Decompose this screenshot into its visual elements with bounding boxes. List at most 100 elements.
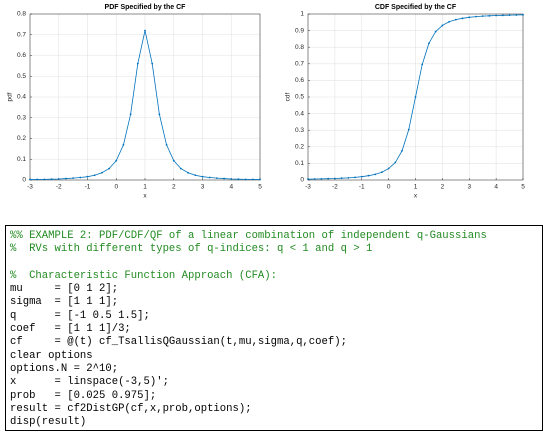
data-point (354, 176, 356, 179)
data-point (187, 171, 190, 174)
code-line: clear options (10, 349, 93, 362)
x-axis-label: x (143, 193, 147, 200)
data-point (307, 178, 309, 181)
data-point (251, 178, 254, 181)
data-point (93, 174, 96, 177)
x-tick-label: 2 (441, 184, 445, 191)
x-tick-label: 3 (467, 184, 471, 191)
data-point (381, 171, 383, 174)
data-point (387, 167, 390, 170)
data-point (86, 175, 89, 178)
y-tick-label: 0.2 (17, 135, 26, 142)
data-point (441, 24, 444, 27)
data-point (481, 15, 484, 18)
y-tick-label: 0.3 (17, 114, 26, 121)
data-point (215, 177, 218, 180)
data-point (475, 15, 477, 18)
chart-title: PDF Specified by the CF (105, 4, 187, 11)
x-tick-label: 0 (114, 184, 118, 191)
y-tick-label: 0.6 (17, 52, 26, 59)
data-point (158, 113, 161, 116)
data-point (340, 177, 343, 180)
data-point (508, 14, 511, 17)
data-point (79, 176, 82, 179)
data-point (461, 17, 464, 20)
data-point (180, 167, 182, 170)
x-tick-label: -1 (359, 184, 365, 191)
data-point (129, 113, 132, 116)
y-tick-label: 0.5 (295, 94, 304, 101)
data-point (327, 177, 330, 180)
x-tick-label: -3 (305, 184, 311, 191)
data-point (115, 159, 118, 162)
data-point (57, 178, 60, 180)
y-tick-label: 0.4 (295, 110, 304, 117)
y-tick-label: 0.1 (295, 160, 304, 167)
x-tick-label: 0 (387, 184, 391, 191)
data-point (522, 13, 524, 16)
y-tick-label: 0.7 (295, 61, 304, 68)
code-line: mu = [0 1 2]; (10, 283, 119, 296)
chart-title: CDF Specified by the CF (375, 4, 457, 11)
x-axis-label: x (414, 193, 418, 200)
y-tick-label: 0 (300, 177, 304, 184)
x-tick-label: 5 (521, 184, 525, 191)
y-tick-label: 0.6 (295, 77, 304, 84)
data-point (428, 42, 430, 45)
x-tick-label: 1 (414, 184, 418, 191)
axes-box (307, 13, 524, 181)
data-point (501, 14, 504, 17)
data-point (367, 174, 370, 177)
code-line: coef = [1 1 1]/3; (10, 323, 131, 336)
data-point (374, 173, 377, 176)
data-point (320, 177, 323, 180)
data-point (201, 175, 204, 178)
data-point (194, 174, 197, 177)
x-tick-label: -2 (332, 184, 338, 191)
data-point (223, 177, 225, 180)
code-line: x = linspace(-3,5)'; (10, 376, 169, 389)
y-tick-label: 0.5 (17, 73, 26, 80)
data-point (394, 161, 397, 164)
data-point (244, 178, 247, 181)
data-point (448, 20, 450, 23)
y-tick-label: 0.7 (17, 31, 26, 38)
x-tick-label: 4 (229, 184, 233, 191)
data-point (407, 128, 410, 131)
data-point (259, 178, 261, 181)
y-tick-label: 0.9 (295, 27, 304, 34)
data-point (29, 178, 31, 181)
data-point (122, 144, 125, 146)
y-tick-label: 0.2 (295, 144, 304, 151)
data-point (65, 177, 67, 180)
code-line: % RVs with different types of q-indices:… (10, 243, 373, 256)
data-point (172, 159, 175, 162)
x-tick-label: -1 (85, 184, 91, 191)
data-point (108, 167, 110, 170)
x-tick-label: 4 (494, 184, 498, 191)
code-line: q = [-1 0.5 1.5]; (10, 309, 150, 322)
data-point (136, 62, 139, 65)
data-point (488, 14, 491, 17)
y-tick-label: 1 (300, 11, 304, 18)
data-point (454, 18, 457, 21)
x-tick-label: -2 (56, 184, 62, 191)
data-point (421, 63, 424, 66)
x-tick-label: 3 (201, 184, 205, 191)
data-point (237, 178, 240, 181)
data-point (36, 178, 39, 181)
data-point (50, 178, 53, 181)
code-line: prob = [0.025 0.975]; (10, 389, 157, 402)
x-tick-label: 2 (172, 184, 176, 191)
y-tick-label: 0.3 (295, 127, 304, 134)
data-point (515, 14, 518, 16)
y-tick-label: 0.4 (17, 94, 26, 101)
data-point (313, 178, 316, 180)
data-point (230, 178, 233, 180)
data-point (347, 176, 350, 179)
x-tick-label: -3 (27, 184, 33, 191)
data-point (144, 29, 146, 32)
data-point (333, 177, 336, 180)
y-axis-label: cdf (285, 92, 292, 101)
